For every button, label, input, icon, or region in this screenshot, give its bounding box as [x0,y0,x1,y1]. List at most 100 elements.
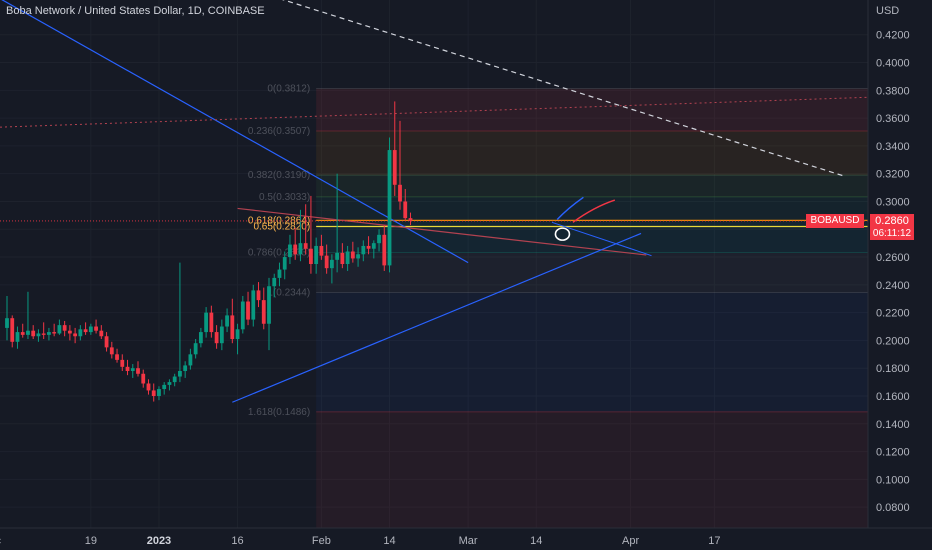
currency-label: USD [876,5,899,17]
fib-zone [316,196,868,221]
candle-body [387,150,392,266]
candle-body [162,384,167,390]
candle-body [188,354,193,366]
y-tick-label: 0.1000 [876,474,910,486]
candle-body [246,301,250,320]
candle-body [298,243,303,255]
candle-body [371,243,376,249]
y-tick-label: 0.3600 [876,113,910,125]
x-tick-label: Feb [312,535,331,547]
candle-body [261,300,266,324]
candle-body [366,245,371,249]
y-tick-label: 0.3000 [876,196,910,208]
candle-body [403,201,408,219]
fib-level-label: 0.5(0.3033) [259,192,310,203]
candle-body [235,329,240,340]
last-price-badge: 0.2860 [870,213,914,228]
fib-zone [316,175,868,197]
y-tick-label: 0.1200 [876,447,910,459]
x-tick-label: Mar [459,535,478,547]
candle-body [382,234,387,266]
candle-body [303,243,308,249]
candle-body [230,315,235,340]
x-tick-label: 14 [383,535,395,547]
y-tick-label: 0.1400 [876,419,910,431]
candle-body [329,259,334,269]
candle-body [178,370,182,377]
candle-body [198,332,203,344]
candle-body [350,251,355,259]
y-tick-label: 0.3200 [876,169,910,181]
candle-body [104,336,109,348]
chart-title: Boba Network / United States Dollar, 1D,… [6,5,265,17]
blue-ray [551,221,652,257]
fib-zone [316,88,868,132]
candle-body [356,254,360,259]
candle-body [26,330,30,335]
fib-level-label: 0.786(0.2633) [248,247,310,258]
candle-body [256,290,261,301]
fib-zone [316,252,868,293]
candle-body [146,383,151,391]
candle-body [5,318,9,328]
countdown-badge: 06:11:12 [870,227,914,240]
candle-body [88,326,93,333]
y-tick-label: 0.3800 [876,85,910,97]
candle-body [193,343,198,355]
candle-body [288,244,292,258]
candle-body [136,368,140,374]
fib-level-label: 0.382(0.3190) [248,170,310,181]
candle-body [15,332,20,342]
candle-body [47,332,51,335]
fib-level-label: 0.236(0.3507) [248,126,310,137]
candle-body [167,382,172,385]
candle-body [267,286,271,324]
candle-body [204,312,209,333]
x-tick-label: 2023 [147,535,171,547]
candle-body [157,389,161,396]
candle-body [340,252,345,264]
x-tick-label: Apr [622,535,639,547]
candle-body [335,252,340,260]
candle-body [219,326,224,344]
fib-level-label: 0.65(0.2820) [253,221,310,232]
candle-body [345,251,350,264]
fib-zone [316,220,868,253]
candle-body [20,332,25,335]
ascending-trendline [232,232,642,403]
arrow-annotation-blue [556,196,584,221]
candle-body [36,333,41,337]
y-tick-label: 0.0800 [876,502,910,514]
candle-body [272,277,277,287]
x-tick-label: Dec [0,535,2,547]
candle-body [319,245,324,256]
candle-body [52,332,57,334]
symbol-badge: BOBAUSD [806,213,864,228]
candle-body [151,390,156,396]
candle-body [209,312,214,333]
candle-body [377,234,381,244]
candle-body [99,330,104,337]
candle-body [125,366,130,371]
candle-body [141,373,146,384]
y-tick-label: 0.2600 [876,252,910,264]
fib-zone [316,131,868,176]
candle-body [324,255,329,269]
candle-body [277,269,282,278]
candle-body [115,354,119,360]
candle-body [83,329,88,333]
candle-body [172,376,177,383]
candle-body [408,218,413,221]
y-tick-label: 0.1800 [876,363,910,375]
y-tick-label: 0.4200 [876,30,910,42]
candle-body [41,333,46,335]
candle-body [309,248,313,264]
fib-zone [316,292,868,412]
candle-body [130,368,135,371]
candle-body [10,318,15,342]
x-tick-label: 19 [85,535,97,547]
circle-annotation [554,227,571,241]
candle-body [398,184,402,202]
